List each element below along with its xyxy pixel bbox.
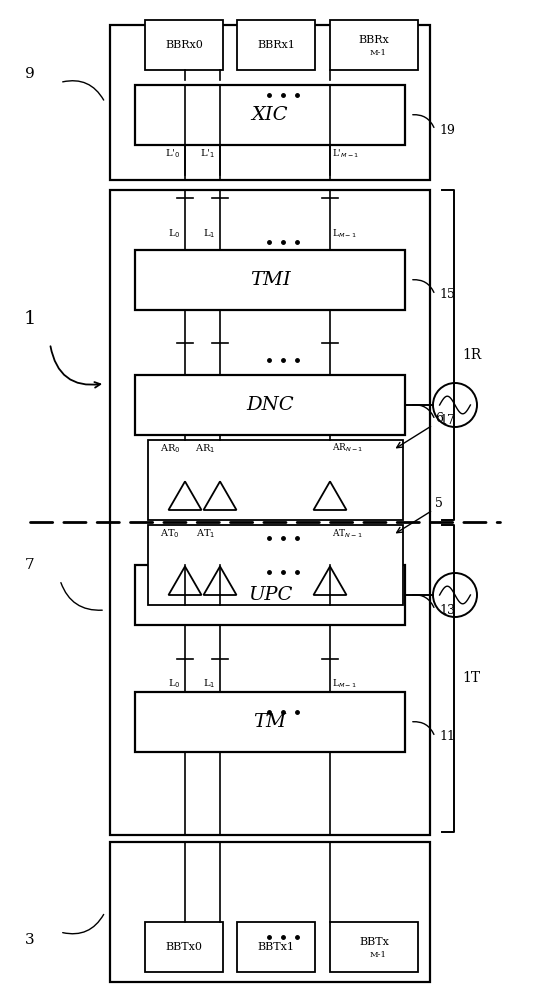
Bar <box>145 922 223 972</box>
Text: BBRx1: BBRx1 <box>257 40 295 50</box>
Text: L$_0$: L$_0$ <box>167 227 180 240</box>
Text: L$_1$: L$_1$ <box>203 677 215 690</box>
Bar <box>110 842 430 982</box>
Text: 9: 9 <box>25 68 35 82</box>
Text: L$_0$: L$_0$ <box>167 677 180 690</box>
Bar <box>135 250 405 310</box>
Text: AT$_{N-1}$: AT$_{N-1}$ <box>332 527 362 540</box>
Text: TM: TM <box>254 713 286 731</box>
Bar <box>110 25 430 180</box>
Bar <box>148 525 403 605</box>
Text: 1T: 1T <box>462 672 480 686</box>
Text: AT$_1$: AT$_1$ <box>196 527 215 540</box>
Text: M-1: M-1 <box>370 49 387 57</box>
Text: 1: 1 <box>24 310 36 328</box>
Text: DNC: DNC <box>246 396 294 414</box>
Text: 7: 7 <box>25 558 35 572</box>
Text: XIC: XIC <box>252 106 288 124</box>
Bar <box>330 20 418 70</box>
Text: AR$_1$: AR$_1$ <box>195 442 215 455</box>
Bar <box>148 440 403 520</box>
Text: L$_1$: L$_1$ <box>203 227 215 240</box>
Bar <box>110 190 430 835</box>
Text: 6: 6 <box>435 412 443 425</box>
Bar <box>237 922 315 972</box>
Text: L$_{M-1}$: L$_{M-1}$ <box>332 228 357 240</box>
Bar <box>330 922 418 972</box>
Bar <box>135 565 405 625</box>
Text: BBRx0: BBRx0 <box>165 40 203 50</box>
Text: 19: 19 <box>439 123 455 136</box>
Text: AR$_{N-1}$: AR$_{N-1}$ <box>332 442 363 454</box>
Text: 1R: 1R <box>462 348 481 362</box>
Text: BBTx1: BBTx1 <box>258 942 295 952</box>
Text: L'$_{M-1}$: L'$_{M-1}$ <box>332 147 359 160</box>
Text: AR$_0$: AR$_0$ <box>160 442 180 455</box>
Text: AT$_0$: AT$_0$ <box>161 527 180 540</box>
Text: 13: 13 <box>439 603 455 616</box>
Text: 5: 5 <box>435 497 443 510</box>
Text: 17: 17 <box>439 414 455 426</box>
Text: BBRx: BBRx <box>358 35 389 45</box>
Bar <box>135 85 405 145</box>
Bar <box>135 692 405 752</box>
Text: TMI: TMI <box>250 271 290 289</box>
Text: L'$_1$: L'$_1$ <box>200 147 215 160</box>
Text: BBTx0: BBTx0 <box>166 942 203 952</box>
Text: 15: 15 <box>439 288 455 302</box>
Text: L'$_0$: L'$_0$ <box>165 147 180 160</box>
Text: BBTx: BBTx <box>359 937 389 947</box>
Text: UPC: UPC <box>248 586 292 604</box>
Bar <box>237 20 315 70</box>
Text: 3: 3 <box>25 933 35 947</box>
Text: M-1: M-1 <box>370 951 387 959</box>
Bar <box>145 20 223 70</box>
Text: 11: 11 <box>439 730 455 744</box>
Text: L$_{M-1}$: L$_{M-1}$ <box>332 678 357 690</box>
Bar <box>135 375 405 435</box>
